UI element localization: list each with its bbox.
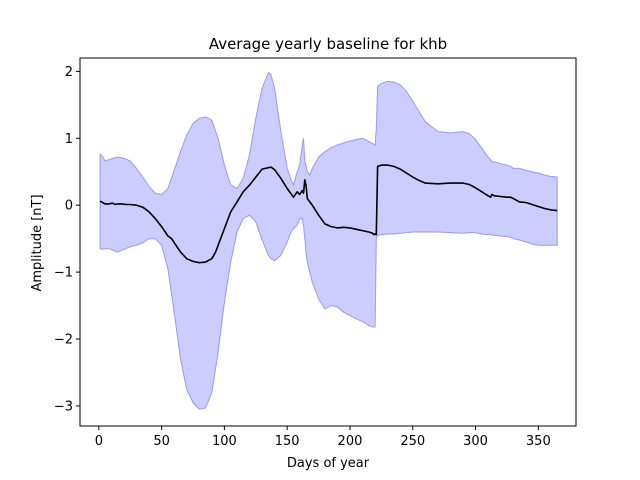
y-tick-label: 0 [65,199,73,214]
y-tick-label: −3 [54,399,73,414]
y-tick-label: 2 [65,65,73,80]
x-axis-ticks: 0 50 100 150 200 250 300 350 [95,426,551,449]
chart-title: Average yearly baseline for khb [209,35,447,53]
line-layer [99,164,558,264]
x-tick-label: 200 [338,434,363,449]
plot-frame [79,57,577,427]
confidence-band [99,71,558,410]
x-tick-label: 150 [275,434,300,449]
x-tick-label: 100 [212,434,237,449]
y-tick-label: −2 [54,333,73,348]
y-tick-label: −1 [54,266,73,281]
mean-baseline-line [99,164,558,264]
y-axis-ticks: −3 −2 −1 0 1 2 [54,65,80,414]
x-tick-label: 50 [153,434,170,449]
x-tick-label: 300 [463,434,488,449]
x-tick-label: 0 [95,434,103,449]
band-layer [99,71,558,410]
x-axis-label: Days of year [287,456,370,471]
x-tick-label: 250 [400,434,425,449]
y-tick-label: 1 [65,132,73,147]
x-tick-label: 350 [526,434,551,449]
y-axis-label: Amplitude [nT] [30,194,45,291]
